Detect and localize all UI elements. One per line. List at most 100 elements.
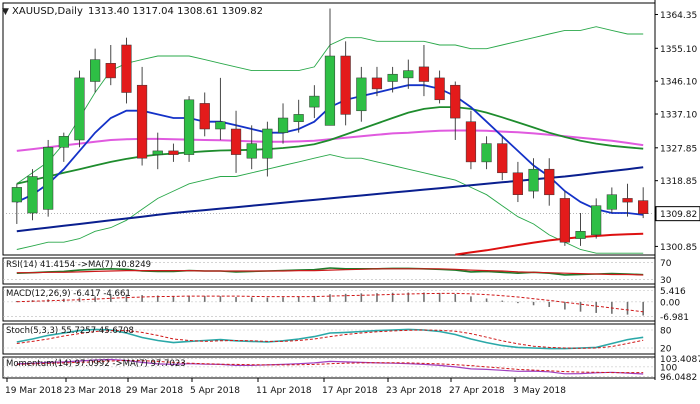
candle	[152, 132, 163, 170]
price-tick-label: 1346.10	[660, 78, 697, 88]
candle	[544, 158, 555, 206]
time-tick-label: 3 May 2018	[513, 386, 566, 396]
candle	[356, 66, 367, 122]
stoch-stoch-main-line	[16, 328, 644, 350]
overlay-sma-long	[16, 166, 644, 233]
candle-body-bear	[622, 198, 633, 203]
momentum-momentum-line	[16, 358, 644, 375]
candle	[246, 125, 257, 170]
candle-body-bull	[246, 143, 257, 159]
candle-body-bear	[465, 121, 477, 163]
indicator-panels: 70 30 RSI(14) 41.4154 ->MA(7) 40.8249 5.416…	[3, 259, 700, 383]
candle-body-bull	[403, 70, 414, 79]
stoch-panel-label: Stoch(5,3,3) 55.7257 45.6708	[6, 326, 134, 336]
header-symbol: XAUUSD,Daily	[12, 6, 83, 17]
momentum-momentum-ma-line	[16, 359, 644, 374]
candle-body-bull	[606, 194, 617, 210]
candle-body-bear	[434, 77, 445, 101]
candle-body-bear	[136, 84, 148, 159]
time-tick-label: 29 Mar 2018	[126, 386, 183, 396]
candle-body-bull	[481, 143, 492, 163]
candle-body-bull	[324, 55, 336, 126]
price-tick-label: 1309.82	[660, 210, 697, 220]
candle-body-bear	[638, 200, 649, 214]
candle-body-bear	[418, 66, 430, 82]
candle-body-bear	[230, 128, 242, 155]
price-tick-label: 1337.10	[660, 111, 697, 121]
macd-tick-label: 0.00	[660, 298, 680, 308]
candle-body-bull	[183, 99, 195, 155]
candle	[622, 183, 633, 217]
candle-body-bear	[105, 63, 116, 79]
candle-body-bear	[340, 55, 351, 115]
macd-panel-label: MACD(12,26,9) -6.417 -4.661	[6, 289, 131, 299]
candle	[309, 85, 320, 119]
candle-body-bull	[152, 150, 163, 155]
candle-body-bear	[199, 103, 210, 130]
candle	[277, 103, 289, 144]
candle	[230, 110, 242, 173]
overlay-ma-green	[16, 106, 644, 185]
candles	[11, 8, 649, 246]
momentum-tick-label: 96.0482	[660, 373, 697, 383]
stoch-stoch-signal-line	[16, 329, 644, 349]
momentum-panel-label: Momentum(14) 97.0992 ->MA(7) 97.7023	[6, 359, 186, 369]
rsi-tick-label: 30	[660, 276, 672, 286]
time-tick-label: 23 Apr 2018	[386, 386, 442, 396]
candle	[403, 59, 414, 89]
rsi-rsi-ma-line	[16, 268, 644, 276]
candle-body-bull	[215, 121, 226, 130]
candle-body-bull	[309, 95, 320, 108]
candle	[340, 41, 351, 126]
macd-signal-line	[16, 292, 644, 313]
stoch-tick-label: 80	[660, 327, 672, 337]
candle	[559, 191, 570, 246]
rsi-panel-label: RSI(14) 41.4154 ->MA(7) 40.8249	[6, 260, 151, 270]
candle-body-bear	[371, 77, 383, 90]
candle-body-bull	[293, 114, 304, 122]
candle	[606, 187, 617, 213]
rsi-panel: 70 30 RSI(14) 41.4154 ->MA(7) 40.8249	[3, 259, 672, 286]
candle-body-bull	[43, 147, 54, 210]
price-tick-label: 1364.35	[660, 11, 697, 21]
candle-body-bull	[356, 77, 367, 112]
time-tick-label: 17 Apr 2018	[322, 386, 378, 396]
candle	[465, 110, 477, 170]
stoch-tick-label: 20	[660, 345, 672, 355]
time-tick-label: 27 Apr 2018	[449, 386, 505, 396]
candle-body-bull	[387, 73, 398, 82]
candle	[11, 183, 22, 224]
candle	[90, 48, 101, 93]
price-tick-label: 1318.85	[660, 177, 697, 187]
chart-header: ▼ XAUUSD,Daily 1313.40 1317.04 1308.61 1…	[2, 6, 263, 17]
candle	[74, 70, 85, 148]
candle-body-bull	[11, 187, 22, 203]
candle-body-bear	[559, 198, 570, 243]
candle-body-bear	[121, 44, 132, 93]
candle	[575, 213, 586, 246]
candle-body-bull	[575, 231, 586, 239]
candle	[324, 8, 336, 126]
candle-body-bull	[74, 77, 85, 141]
candle-body-bear	[512, 172, 523, 195]
candle	[591, 198, 602, 239]
time-tick-label: 19 Mar 2018	[5, 386, 62, 396]
candle	[512, 161, 523, 203]
overlay-ema-bottom	[455, 232, 644, 256]
candle	[105, 45, 116, 86]
panel-frames	[2, 0, 656, 380]
candle	[262, 121, 273, 177]
candle	[215, 77, 226, 140]
candle-body-bear	[497, 143, 508, 174]
candle	[168, 143, 179, 162]
candle-body-bull	[262, 128, 273, 159]
candle	[136, 66, 148, 166]
candle	[27, 169, 38, 221]
price-tick-label: 1300.85	[660, 243, 697, 253]
candle-body-bull	[528, 168, 539, 192]
momentum-tick-label: 100	[660, 363, 677, 373]
candle	[450, 81, 461, 140]
